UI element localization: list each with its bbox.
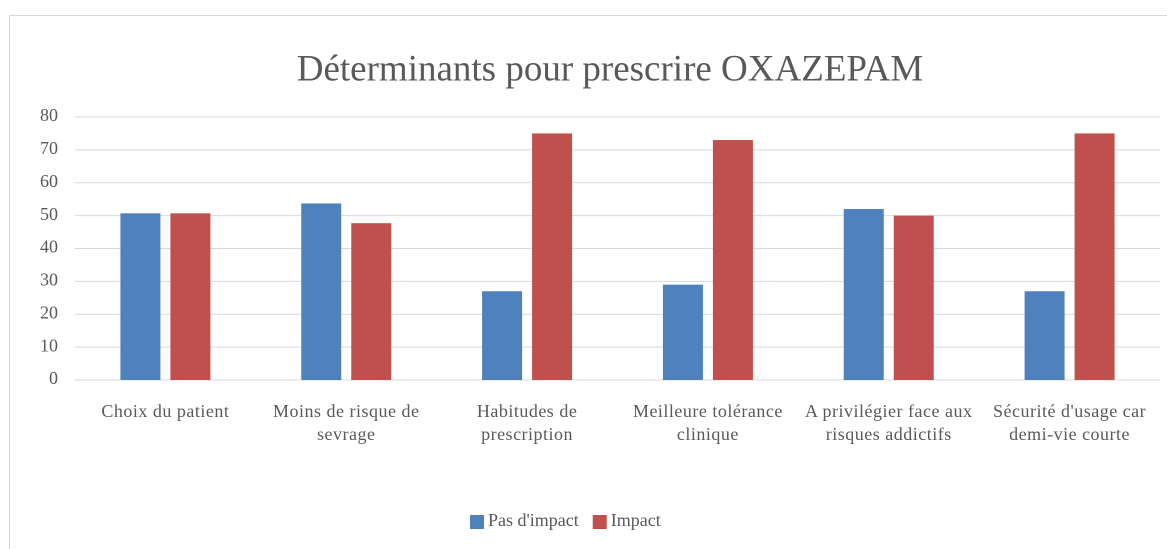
y-tick-label: 40 xyxy=(40,237,58,257)
bar xyxy=(1074,133,1115,380)
legend-swatch xyxy=(592,515,607,529)
x-tick-label: Choix du patient xyxy=(101,401,230,421)
y-tick-label: 70 xyxy=(40,138,58,158)
x-tick-label: Moins de risque de sevrage xyxy=(273,401,420,444)
x-tick-label: A privilégier face aux risques addictifs xyxy=(805,401,973,444)
bar xyxy=(482,291,523,380)
chart-title: Déterminants pour prescrire OXAZEPAM xyxy=(297,48,923,89)
bar xyxy=(1024,291,1065,380)
bar xyxy=(532,133,573,380)
y-tick-label: 20 xyxy=(40,302,58,322)
bar xyxy=(351,223,392,380)
bar xyxy=(662,284,703,380)
legend-label: Impact xyxy=(611,510,661,530)
y-tick-label: 0 xyxy=(49,368,58,388)
y-tick-label: 10 xyxy=(40,335,58,355)
y-tick-label: 50 xyxy=(40,204,58,224)
bar xyxy=(120,213,161,380)
y-tick-label: 80 xyxy=(40,105,58,125)
legend-label: Pas d'impact xyxy=(488,510,579,530)
bar xyxy=(301,203,342,380)
legend-swatch xyxy=(470,515,484,529)
y-tick-label: 30 xyxy=(40,270,58,290)
x-tick-label: Meilleure tolérance clinique xyxy=(632,401,783,444)
bar xyxy=(712,140,753,380)
bar xyxy=(170,213,211,380)
y-tick-label: 60 xyxy=(40,171,58,191)
x-tick-label: Sécurité d'usage car demi-vie courte xyxy=(992,401,1147,444)
bar xyxy=(843,209,884,380)
chart-frame xyxy=(9,15,1167,549)
x-tick-label: Habitudes de prescription xyxy=(476,401,578,444)
bar xyxy=(893,215,934,380)
